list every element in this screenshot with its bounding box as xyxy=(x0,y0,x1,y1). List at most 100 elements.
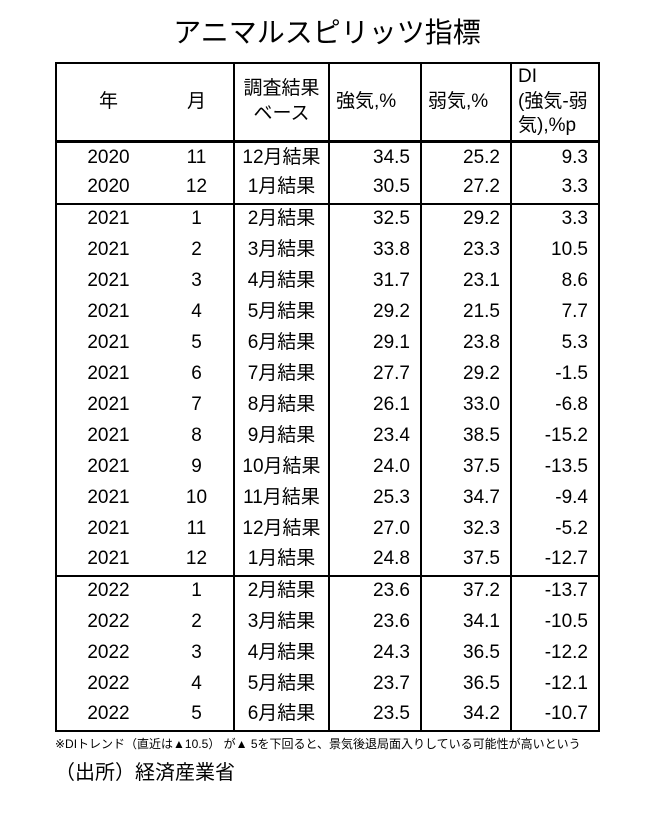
base-cell: 6月結果 xyxy=(233,327,329,359)
bullish-cell: 23.4 xyxy=(328,420,421,452)
month-cell: 1 xyxy=(160,202,234,235)
page-title: アニマルスピリッツ指標 xyxy=(173,17,481,48)
bullish-cell: 23.6 xyxy=(328,606,421,638)
bullish-cell: 26.1 xyxy=(328,389,421,421)
bearish-cell: 25.2 xyxy=(420,141,511,173)
bullish-cell: 30.5 xyxy=(328,172,421,204)
di-cell: 8.6 xyxy=(510,265,599,297)
base-cell: 1月結果 xyxy=(233,172,329,204)
month-cell: 6 xyxy=(191,362,202,384)
bearish-cell: 29.2 xyxy=(420,358,511,390)
bearish-cell: 38.5 xyxy=(420,420,511,452)
month-cell: 2 xyxy=(191,610,202,632)
di-cell: -12.1 xyxy=(510,668,599,700)
table-row: 2022 3 4月結果 24.3 36.5 -12.2 xyxy=(56,637,599,669)
bullish-cell: 32.5 xyxy=(328,202,421,235)
year-cell: 2020 xyxy=(87,176,130,198)
di-cell: 5.3 xyxy=(510,327,599,359)
month-cell: 3 xyxy=(191,641,202,663)
year-cell: 2021 xyxy=(87,362,130,384)
table-row: 2021 2 3月結果 33.8 23.3 10.5 xyxy=(56,234,599,266)
bearish-cell: 34.2 xyxy=(420,699,511,731)
table-row: 2021 4 5月結果 29.2 21.5 7.7 xyxy=(56,296,599,328)
bearish-cell: 33.0 xyxy=(420,389,511,421)
bullish-cell: 23.5 xyxy=(328,699,421,731)
di-cell: -15.2 xyxy=(510,420,599,452)
bearish-cell: 36.5 xyxy=(420,637,511,669)
di-cell: -6.8 xyxy=(510,389,599,421)
table-row: 2021 3 4月結果 31.7 23.1 8.6 xyxy=(56,265,599,297)
bullish-cell: 34.5 xyxy=(328,141,421,173)
month-cell: 1 xyxy=(160,574,234,607)
bearish-cell: 21.5 xyxy=(420,296,511,328)
di-trend-footnote: ※DIトレンド（直近は▲10.5） が▲ 5を下回ると、景気後退局面入りしている… xyxy=(55,736,581,751)
header-row: 年 月 調査結果ベース 強気,% 弱気,% DI (強気-弱 気),%p xyxy=(56,62,599,142)
di-cell: -1.5 xyxy=(510,358,599,390)
base-cell: 4月結果 xyxy=(233,265,329,297)
table-row: 2021 8 9月結果 23.4 38.5 -15.2 xyxy=(56,420,599,452)
di-cell: -12.7 xyxy=(510,544,599,576)
bullish-cell: 29.1 xyxy=(328,327,421,359)
base-cell: 5月結果 xyxy=(233,668,329,700)
base-cell: 10月結果 xyxy=(233,451,329,483)
di-cell: -9.4 xyxy=(510,482,599,514)
table-row: 2021 12 1月結果 24.8 37.5 -12.7 xyxy=(56,544,599,576)
year-cell: 2021 xyxy=(87,269,130,291)
di-cell: -12.2 xyxy=(510,637,599,669)
month-cell: 10 xyxy=(185,486,208,508)
month-cell: 11 xyxy=(186,146,207,168)
base-cell: 3月結果 xyxy=(233,234,329,266)
bearish-cell: 32.3 xyxy=(420,513,511,545)
month-cell: 11 xyxy=(186,517,207,539)
table-row: 2022 1 2月結果 23.6 37.2 -13.7 xyxy=(56,574,599,607)
base-cell: 1月結果 xyxy=(233,544,329,576)
di-cell: 7.7 xyxy=(510,296,599,328)
table-row: 2021 11 12月結果 27.0 32.3 -5.2 xyxy=(56,513,599,545)
bearish-cell: 27.2 xyxy=(420,172,511,204)
bearish-cell: 23.8 xyxy=(420,327,511,359)
bearish-cell: 23.1 xyxy=(420,265,511,297)
base-cell: 9月結果 xyxy=(233,420,329,452)
table-row: 2021 5 6月結果 29.1 23.8 5.3 xyxy=(56,327,599,359)
table-row: 2021 10 11月結果 25.3 34.7 -9.4 xyxy=(56,482,599,514)
year-cell: 2022 xyxy=(87,672,130,694)
bullish-cell: 23.7 xyxy=(328,668,421,700)
year-cell: 2021 xyxy=(87,393,130,415)
year-cell: 2021 xyxy=(87,455,130,477)
base-cell: 2月結果 xyxy=(233,202,329,235)
base-cell: 8月結果 xyxy=(233,389,329,421)
column-header-di: DI (強気-弱 気),%p xyxy=(510,62,599,142)
animal-spirits-table: 年 月 調査結果ベース 強気,% 弱気,% DI (強気-弱 気),%p 202… xyxy=(55,61,600,732)
year-cell: 2022 xyxy=(87,703,130,725)
column-header-bullish: 強気,% xyxy=(328,62,421,142)
base-cell: 12月結果 xyxy=(233,513,329,545)
column-header-base: 調査結果ベース xyxy=(233,62,329,142)
month-cell: 3 xyxy=(191,269,202,291)
di-cell: -10.7 xyxy=(510,699,599,731)
base-cell: 2月結果 xyxy=(233,574,329,607)
table-row: 2022 2 3月結果 23.6 34.1 -10.5 xyxy=(56,606,599,638)
year-cell: 2021 xyxy=(87,486,130,508)
base-cell: 5月結果 xyxy=(233,296,329,328)
table-body: 2020 11 12月結果 34.5 25.2 9.3 2020 12 1月結果… xyxy=(56,141,599,731)
table-row: 2020 12 1月結果 30.5 27.2 3.3 xyxy=(56,172,599,204)
di-cell: 3.3 xyxy=(510,202,599,235)
bullish-cell: 27.0 xyxy=(328,513,421,545)
di-cell: -13.7 xyxy=(510,574,599,607)
month-cell: 12 xyxy=(185,548,208,570)
bearish-cell: 34.7 xyxy=(420,482,511,514)
base-cell: 11月結果 xyxy=(233,482,329,514)
base-cell: 6月結果 xyxy=(233,699,329,731)
bearish-cell: 37.5 xyxy=(420,451,511,483)
bearish-cell: 37.2 xyxy=(420,574,511,607)
month-cell: 2 xyxy=(191,238,202,260)
column-header-bearish: 弱気,% xyxy=(420,62,511,142)
month-cell: 4 xyxy=(191,672,202,694)
base-cell: 3月結果 xyxy=(233,606,329,638)
year-cell: 2021 xyxy=(87,238,130,260)
month-cell: 4 xyxy=(191,300,202,322)
month-cell: 12 xyxy=(185,176,208,198)
base-cell: 4月結果 xyxy=(233,637,329,669)
base-cell: 12月結果 xyxy=(233,141,329,173)
year-cell: 2021 xyxy=(56,202,160,235)
